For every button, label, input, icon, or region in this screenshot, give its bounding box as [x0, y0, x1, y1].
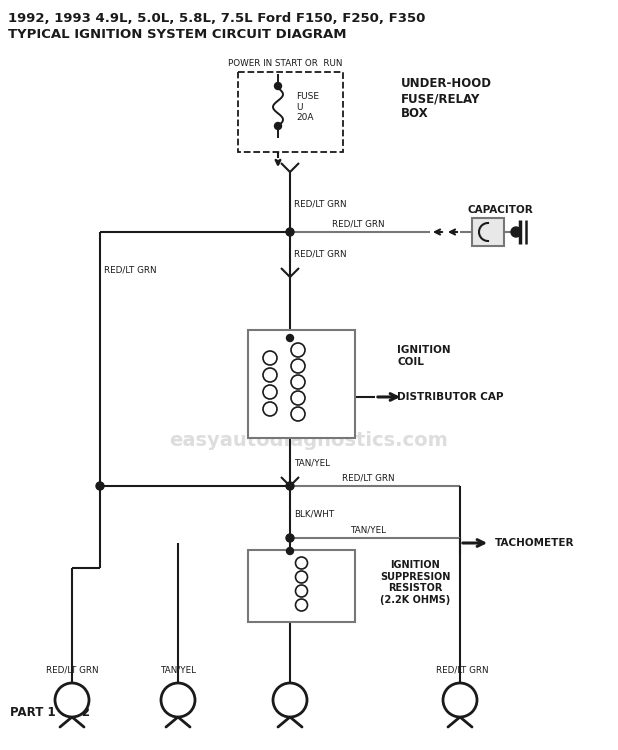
- Circle shape: [287, 548, 294, 554]
- Text: B: B: [172, 692, 184, 707]
- Text: A: A: [66, 692, 78, 707]
- Text: RED/LT GRN: RED/LT GRN: [332, 220, 384, 229]
- Text: RED/LT GRN: RED/LT GRN: [436, 665, 488, 674]
- Text: RED/LT GRN: RED/LT GRN: [294, 250, 347, 259]
- Text: POWER IN START OR  RUN: POWER IN START OR RUN: [228, 58, 342, 68]
- Text: RED/LT GRN: RED/LT GRN: [342, 473, 394, 482]
- Bar: [248, 550, 355, 622]
- Text: TAN/YEL: TAN/YEL: [294, 458, 330, 467]
- Circle shape: [287, 334, 294, 341]
- Text: C: C: [284, 692, 295, 707]
- Text: easyautodiagnostics.com: easyautodiagnostics.com: [169, 430, 449, 449]
- Circle shape: [511, 227, 521, 237]
- Text: UNDER-HOOD
FUSE/RELAY
BOX: UNDER-HOOD FUSE/RELAY BOX: [400, 77, 491, 120]
- Circle shape: [286, 482, 294, 490]
- Text: RED/LT GRN: RED/LT GRN: [294, 200, 347, 208]
- Text: BLK/WHT: BLK/WHT: [294, 509, 334, 518]
- Circle shape: [286, 228, 294, 236]
- Text: 1992, 1993 4.9L, 5.0L, 5.8L, 7.5L Ford F150, F250, F350: 1992, 1993 4.9L, 5.0L, 5.8L, 7.5L Ford F…: [8, 11, 425, 25]
- Text: TACHOMETER: TACHOMETER: [495, 538, 575, 548]
- Text: RED/LT GRN: RED/LT GRN: [46, 665, 98, 674]
- Text: RED/LT GRN: RED/LT GRN: [104, 266, 156, 274]
- Text: FUSE
U
20A: FUSE U 20A: [296, 92, 319, 122]
- Text: TYPICAL IGNITION SYSTEM CIRCUIT DIAGRAM: TYPICAL IGNITION SYSTEM CIRCUIT DIAGRAM: [8, 28, 347, 40]
- Bar: [237, 72, 342, 152]
- Bar: [472, 218, 504, 246]
- Circle shape: [443, 683, 477, 717]
- Text: TAN/YEL: TAN/YEL: [160, 665, 196, 674]
- Text: DISTRIBUTOR CAP: DISTRIBUTOR CAP: [397, 392, 503, 402]
- Circle shape: [274, 122, 282, 130]
- Circle shape: [273, 683, 307, 717]
- Text: PART 1 OF 2: PART 1 OF 2: [10, 706, 90, 718]
- Circle shape: [274, 82, 282, 89]
- Text: CAPACITOR: CAPACITOR: [467, 205, 533, 215]
- Bar: [248, 330, 355, 438]
- Text: IGNITION
SUPPRESION
RESISTOR
(2.2K OHMS): IGNITION SUPPRESION RESISTOR (2.2K OHMS): [380, 560, 450, 604]
- Text: D: D: [454, 692, 467, 707]
- Circle shape: [55, 683, 89, 717]
- Text: IGNITION
COIL: IGNITION COIL: [397, 345, 451, 367]
- Circle shape: [286, 534, 294, 542]
- Text: TAN/YEL: TAN/YEL: [350, 526, 386, 535]
- Circle shape: [96, 482, 104, 490]
- Circle shape: [161, 683, 195, 717]
